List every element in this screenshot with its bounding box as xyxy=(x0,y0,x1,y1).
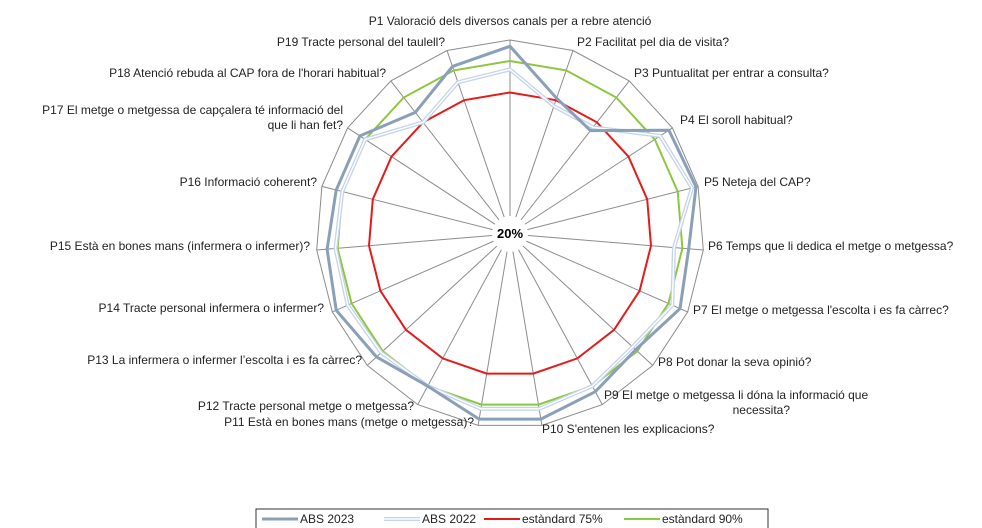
grid-spoke xyxy=(509,185,699,235)
series-abs-2022 xyxy=(334,68,693,410)
axis-label: P5 Neteja del CAP? xyxy=(704,175,811,189)
grid-spoke xyxy=(509,233,543,426)
center-label-group: 20% xyxy=(492,216,528,252)
axis-labels: P1 Valoració dels diversos canals per a … xyxy=(42,14,953,436)
axis-label: P3 Puntualitat per entrar a consulta? xyxy=(634,66,829,80)
axis-label: P4 El soroll habitual? xyxy=(680,113,793,127)
grid-spoke xyxy=(509,233,704,251)
grid-spoke xyxy=(509,50,574,235)
grid-spoke xyxy=(321,185,511,235)
axis-label: P11 Està en bones mans (metge o metgessa… xyxy=(224,415,474,429)
legend: ABS 2023 ABS 2022 estàndard 75% estàndard 9… xyxy=(255,508,769,528)
radar-series xyxy=(325,44,698,421)
axis-label: P1 Valoració dels diversos canals per a … xyxy=(369,14,652,28)
series-abs-2023 xyxy=(325,44,698,421)
axis-label: P2 Facilitat pel dia de visita? xyxy=(577,35,729,49)
axis-label: P16 Informació coherent? xyxy=(180,175,318,189)
grid-spoke xyxy=(347,127,511,235)
legend-label-abs-2022: ABS 2022 xyxy=(422,512,476,526)
axis-label: P12 Tracte personal metge o metgessa? xyxy=(198,399,414,413)
legend-label-est-ndard-90: estàndard 90% xyxy=(662,512,743,526)
axis-label: P15 Està en bones mans (infermera o infe… xyxy=(50,239,310,253)
radar-grid xyxy=(316,39,704,426)
grid-spoke xyxy=(366,233,511,366)
axis-label: P13 La infermera o infermer l’escolta i … xyxy=(87,353,362,367)
axis-label: P8 Pot donar la seva opinió? xyxy=(658,355,812,369)
axis-label: P6 Temps que li dedica el metge o metges… xyxy=(708,239,954,253)
grid-spoke xyxy=(332,233,511,313)
grid-spoke xyxy=(509,233,603,405)
axis-label: P7 El metge o metgessa l'escolta i es fa… xyxy=(693,303,949,317)
series-est-ndard-75 xyxy=(367,91,653,375)
legend-label-abs-2023: ABS 2023 xyxy=(300,512,354,526)
grid-spoke xyxy=(316,233,511,251)
grid-spoke xyxy=(509,80,630,235)
axis-label: P10 S'entenen les explicacions? xyxy=(542,422,715,436)
legend-label-est-ndard-75: estàndard 75% xyxy=(522,512,603,526)
axis-label: P17 El metge o metgessa de capçalera té … xyxy=(42,103,343,132)
grid-outer-ring xyxy=(316,39,704,426)
axis-label: P14 Tracte personal infermera o infermer… xyxy=(99,301,325,315)
center-label-background xyxy=(492,216,528,252)
axis-label: P19 Tracte personal del taulell? xyxy=(277,35,445,49)
grid-spoke xyxy=(509,233,654,366)
center-label: 20% xyxy=(497,226,523,241)
axis-label: P9 El metge o metgessa li dóna la inform… xyxy=(604,388,868,417)
grid-spoke xyxy=(509,233,688,313)
grid-spoke xyxy=(477,233,511,426)
grid-spoke xyxy=(509,127,673,235)
grid-spoke xyxy=(417,233,511,405)
axis-label: P18 Atenció rebuda al CAP fora de l'hora… xyxy=(109,66,386,80)
grid-spoke xyxy=(390,80,511,235)
